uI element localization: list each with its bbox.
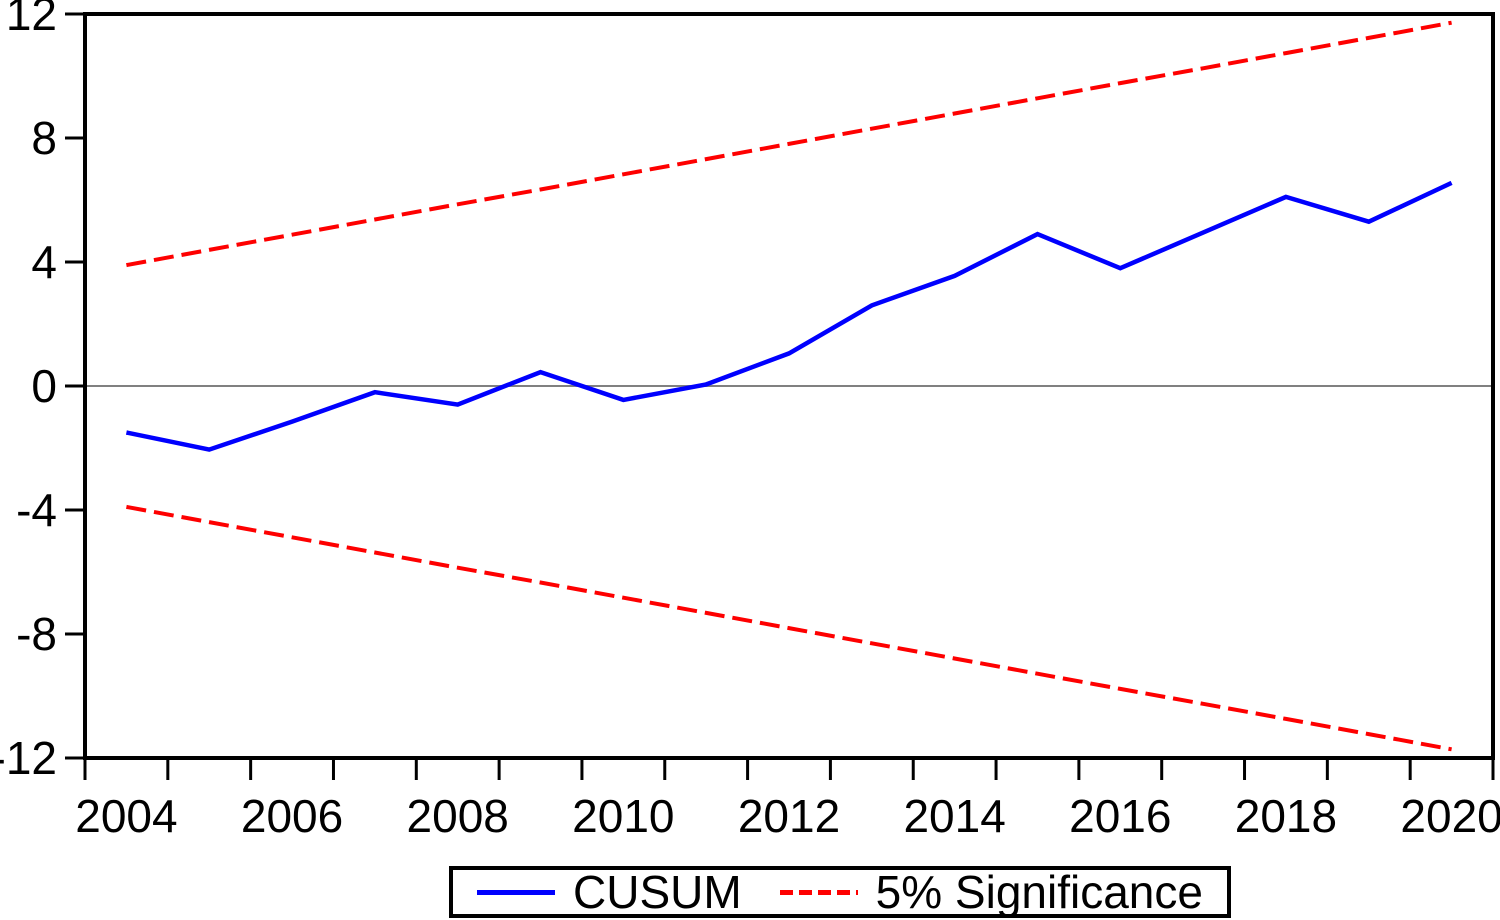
x-tick-label: 2016	[1069, 790, 1171, 842]
y-tick-label: 0	[31, 360, 57, 412]
y-tick-label: 12	[6, 0, 57, 40]
x-tick-label: 2018	[1235, 790, 1337, 842]
x-tick-label: 2020	[1400, 790, 1500, 842]
series-line-2	[126, 504, 1452, 752]
legend-label-cusum: CUSUM	[573, 866, 742, 918]
x-tick-label: 2010	[572, 790, 674, 842]
y-tick-label: 4	[31, 236, 57, 288]
legend-item-cusum: CUSUM	[477, 869, 742, 915]
y-tick-label: -12	[0, 732, 57, 784]
x-tick-label: 2008	[407, 790, 509, 842]
legend-item-significance: 5% Significance	[779, 866, 1203, 918]
significance-line-icon	[779, 889, 858, 895]
x-tick-label: 2014	[903, 790, 1005, 842]
y-tick-label: -8	[16, 608, 57, 660]
series-line-1	[126, 20, 1452, 268]
y-tick-label: -4	[16, 484, 57, 536]
cusum-line-icon	[477, 889, 555, 895]
y-tick-label: 8	[31, 112, 57, 164]
series-line-0	[125, 180, 1453, 452]
legend-label-significance: 5% Significance	[875, 866, 1203, 918]
plot-frame	[83, 12, 1495, 760]
x-tick-label: 2012	[738, 790, 840, 842]
legend-box: CUSUM 5% Significance	[449, 866, 1231, 918]
x-tick-label: 2006	[241, 790, 343, 842]
x-tick-label: 2004	[75, 790, 177, 842]
